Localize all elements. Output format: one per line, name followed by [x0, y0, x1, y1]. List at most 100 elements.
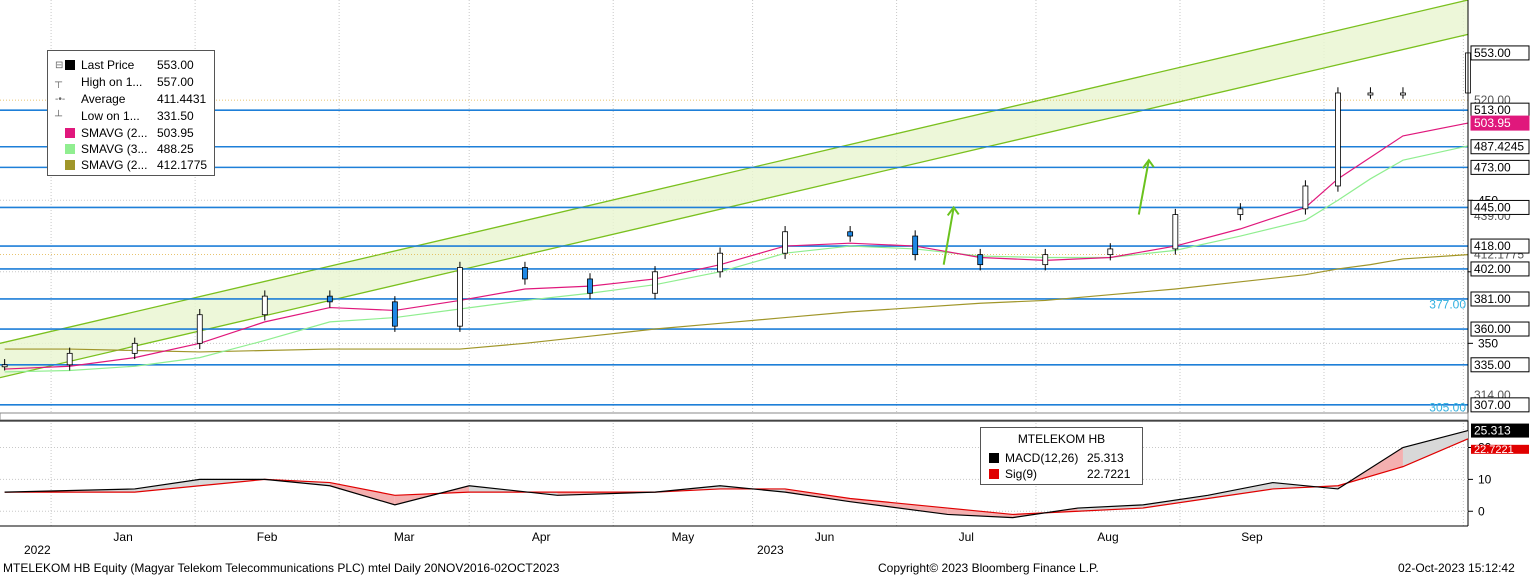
candle-body — [1107, 248, 1114, 256]
level-label-box — [1470, 159, 1530, 175]
month-tick-label: Apr — [532, 530, 551, 544]
candle-body — [1237, 208, 1244, 215]
level-label: 402.00 — [1474, 262, 1511, 276]
level-label: 335.00 — [1474, 358, 1511, 372]
level-label-cyan: 377.00 — [1429, 298, 1466, 312]
candle-body — [1172, 214, 1179, 250]
level-label-box — [1470, 291, 1530, 307]
year-label-2023: 2023 — [757, 543, 784, 557]
macd-histogram-fill — [1142, 495, 1208, 509]
level-label-cyan: 305.00 — [1429, 401, 1466, 415]
candle-body — [261, 295, 268, 316]
annotation-arrow-head — [946, 205, 960, 217]
level-label: 381.00 — [1474, 292, 1511, 306]
legend-name: Sig(9) — [1005, 467, 1038, 481]
legend-average: -•- Average 411.4431 — [48, 91, 214, 107]
level-label: 513.00 — [1474, 103, 1511, 117]
candle-body — [1, 364, 8, 368]
year-label-2022: 2022 — [24, 543, 51, 557]
month-tick-label: May — [672, 530, 695, 544]
trend-channel-lower — [0, 33, 1469, 379]
month-tick-label: Mar — [394, 530, 415, 544]
annotation-arrow — [942, 207, 955, 265]
candle-body — [977, 254, 984, 266]
legend-low: ┴ Low on 1... 331.50 — [48, 108, 214, 124]
legend-name: SMAVG (2... — [81, 126, 148, 140]
legend-last-price: ⊟ Last Price 553.00 — [48, 57, 214, 73]
legend-name: High on 1... — [81, 75, 143, 89]
macd-histogram-fill — [1077, 504, 1143, 512]
macd-histogram-fill — [947, 508, 1013, 518]
level-label: 473.00 — [1474, 160, 1511, 174]
month-tick-label: Jul — [959, 530, 974, 544]
last-price-label-box — [1470, 45, 1530, 61]
candle-body — [1302, 185, 1309, 210]
candle-body — [457, 267, 463, 327]
legend-value: 411.4431 — [157, 92, 207, 106]
legend-name: SMAVG (2... — [81, 158, 148, 172]
candle-body — [587, 278, 593, 294]
macd-histogram-fill — [1207, 482, 1273, 499]
legend-name: Average — [81, 92, 126, 106]
macd-legend-title: MTELEKOM HB — [1017, 432, 1106, 446]
last-price-label: 553.00 — [1474, 46, 1511, 60]
footer-timestamp: 02-Oct-2023 15:12:42 — [1398, 561, 1515, 575]
price-legend: ⊟ Last Price 553.00 ┬ High on 1... 557.0… — [47, 50, 215, 176]
level-label: 360.00 — [1474, 322, 1511, 336]
legend-value: 22.7221 — [1087, 467, 1131, 481]
month-tick-label: Aug — [1097, 530, 1118, 544]
collapse-icon[interactable]: ⊟ — [55, 60, 64, 71]
candle-body — [1400, 92, 1406, 96]
macd-histogram-fill — [329, 482, 395, 505]
legend-swatch — [65, 144, 75, 154]
level-label: 445.00 — [1474, 200, 1511, 214]
candle-body — [717, 252, 723, 273]
legend-macd: MACD(12,26) 25.313 — [981, 450, 1142, 466]
candle-body — [652, 271, 658, 294]
candle-body — [66, 352, 73, 366]
legend-value: 503.95 — [157, 126, 194, 140]
legend-swatch — [65, 60, 75, 70]
candle-body — [131, 342, 138, 354]
panel-splitter — [0, 412, 1469, 421]
level-label: 307.00 — [1474, 398, 1511, 412]
y-tick-label: 350 — [1478, 336, 1498, 350]
trend-channel-fill — [0, 0, 1468, 378]
macd-value-label: 25.313 — [1474, 424, 1511, 438]
candle-body — [391, 301, 398, 327]
legend-value: 557.00 — [157, 75, 194, 89]
trend-channel-upper — [0, 0, 1469, 344]
macd-histogram-fill — [134, 479, 200, 493]
candle-body — [912, 235, 919, 256]
footer-security: MTELEKOM HB Equity (Magyar Telekom Telec… — [3, 561, 560, 575]
level-label-box — [1470, 139, 1530, 155]
signal-line — [4, 438, 1469, 516]
sma-value-label-box — [1470, 115, 1530, 131]
legend-high: ┬ High on 1... 557.00 — [48, 74, 214, 90]
candle-body — [522, 267, 528, 280]
month-tick-label: Jan — [113, 530, 132, 544]
macd-histogram-fill — [850, 498, 948, 515]
legend-name: MACD(12,26) — [1005, 451, 1079, 465]
high-marker-icon: ┬ — [55, 77, 63, 88]
legend-value: 25.313 — [1087, 451, 1124, 465]
legend-name: Last Price — [81, 58, 135, 72]
candle-body — [847, 231, 854, 237]
candle-body — [1335, 92, 1341, 187]
macd-tick-label: 0 — [1478, 504, 1485, 518]
legend-swatch — [65, 160, 75, 170]
candle-body — [326, 295, 333, 303]
low-marker-icon: ┴ — [55, 111, 63, 122]
level-label-box — [1470, 397, 1530, 413]
level-label: 418.00 — [1474, 239, 1511, 253]
annotation-arrow-head — [1142, 158, 1155, 169]
legend-value: 553.00 — [157, 58, 194, 72]
macd-histogram-fill — [1402, 430, 1468, 467]
legend-swatch — [65, 128, 75, 138]
legend-sma-1: SMAVG (2... 503.95 — [48, 125, 214, 141]
signal-value-label: 22.7221 — [1474, 444, 1514, 456]
level-label-box — [1470, 357, 1530, 373]
candle-body — [782, 231, 789, 254]
macd-legend: MTELEKOM HB MACD(12,26) 25.313 Sig(9) 22… — [980, 427, 1143, 485]
macd-line — [4, 429, 1469, 519]
